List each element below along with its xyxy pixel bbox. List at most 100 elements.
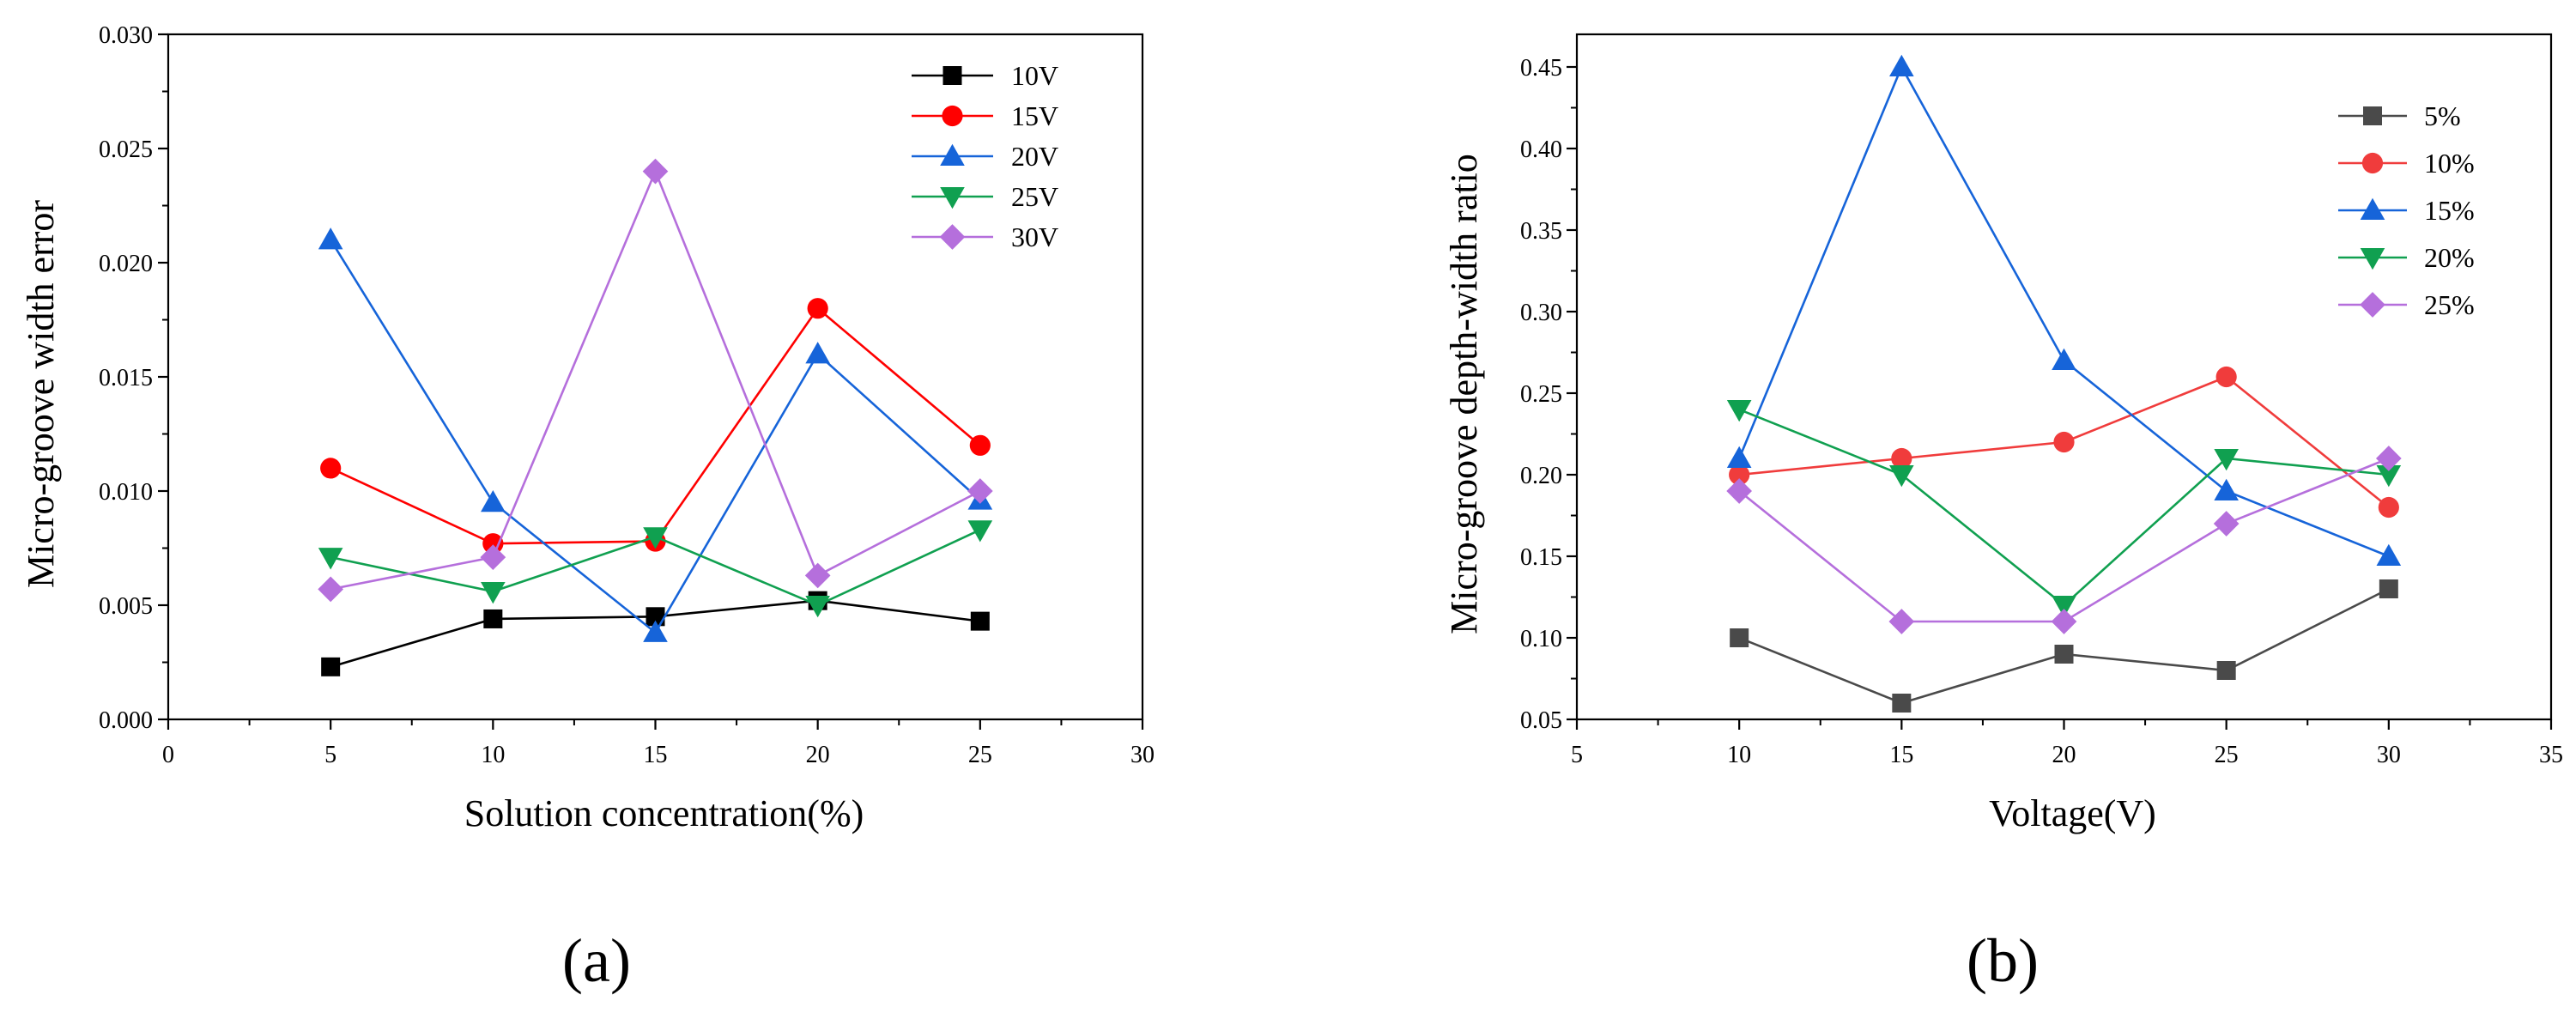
series-line: [1737, 64, 2390, 558]
data-point: [1730, 628, 1749, 647]
data-point: [2216, 661, 2236, 680]
data-point: [321, 657, 341, 676]
data-point: [1889, 54, 1914, 76]
data-point: [318, 227, 343, 250]
panel-label: (a): [562, 926, 631, 995]
legend-marker: [943, 66, 962, 85]
x-tick-label: 5: [1571, 742, 1583, 768]
legend-label: 5%: [2424, 100, 2461, 131]
x-tick-label: 25: [968, 742, 992, 768]
data-point: [2051, 609, 2077, 634]
data-point: [646, 607, 665, 627]
y-tick-label: 0.010: [99, 479, 153, 506]
data-point: [480, 544, 506, 570]
data-point: [642, 158, 669, 185]
data-point: [2053, 431, 2075, 453]
legend-label: 15%: [2424, 195, 2475, 226]
data-point: [2376, 543, 2402, 566]
data-point: [2214, 449, 2239, 471]
series-line: [330, 306, 981, 545]
x-tick-label: 0: [162, 742, 174, 768]
x-tick-label: 20: [2052, 742, 2076, 768]
legend-marker: [940, 143, 965, 166]
data-point: [967, 478, 993, 504]
chart-a: 0 5 10 15 20 25 30 0.000 0.005 0.010 0.015 0.020 0.0…: [20, 22, 1155, 995]
series-20V: [318, 227, 993, 642]
y-tick-label: 0.45: [1520, 55, 1562, 82]
x-axis-label: Voltage(V): [1989, 792, 2156, 834]
data-point: [481, 582, 506, 604]
data-point: [969, 434, 991, 456]
data-point: [1726, 446, 1752, 468]
data-point: [643, 527, 668, 549]
legend-label: 10%: [2424, 148, 2475, 179]
data-point: [2213, 511, 2240, 537]
y-tick-label: 0.15: [1520, 544, 1562, 571]
data-point: [2215, 366, 2237, 388]
legend-marker: [2360, 292, 2385, 318]
legend-marker: [2360, 197, 2385, 220]
data-point: [318, 576, 344, 603]
legend-label: 25V: [1011, 181, 1058, 212]
data-point: [805, 596, 830, 618]
y-tick-label: 0.40: [1520, 136, 1562, 163]
series-30V: [318, 158, 993, 603]
legend-label: 25%: [2424, 289, 2475, 320]
data-point: [2052, 348, 2076, 370]
data-point: [967, 520, 993, 543]
y-tick-label: 0.35: [1520, 218, 1562, 245]
data-point: [643, 620, 668, 642]
series-5%: [1730, 579, 2398, 713]
y-tick-label: 0.20: [1520, 463, 1562, 489]
data-point: [1729, 464, 1750, 486]
y-tick-label: 0.020: [99, 251, 153, 277]
legend: 5% 10% 15% 20% 25%: [2338, 100, 2475, 320]
series-20%: [1726, 400, 2402, 618]
data-point: [970, 611, 990, 631]
x-tick-label: 30: [1130, 742, 1155, 768]
legend-marker: [939, 224, 966, 250]
y-axis-label: Micro-groove width error: [20, 200, 62, 588]
y-tick-label: 0.015: [99, 365, 153, 391]
series-25%: [1726, 446, 2402, 634]
y-tick-label: 0.30: [1520, 300, 1562, 326]
y-tick-label: 0.10: [1520, 626, 1562, 652]
y-axis-label: Micro-groove depth-width ratio: [1443, 154, 1485, 634]
x-tick-label: 30: [2377, 742, 2401, 768]
data-point: [1726, 400, 1752, 422]
data-point: [482, 533, 504, 555]
x-tick-label: 10: [481, 742, 505, 768]
data-point: [2052, 596, 2076, 618]
x-axis-label: Solution concentration(%): [464, 792, 864, 834]
data-point: [318, 548, 343, 570]
data-point: [1892, 694, 1912, 713]
legend-label: 30V: [1011, 221, 1058, 252]
legend-label: 20%: [2424, 242, 2475, 273]
data-point: [483, 609, 503, 628]
data-point: [1726, 478, 1753, 504]
legend-label: 20V: [1011, 141, 1058, 172]
x-tick-label: 25: [2215, 742, 2239, 768]
data-point: [1891, 447, 1912, 470]
legend-marker: [942, 105, 963, 127]
data-point: [2376, 465, 2402, 488]
series-line: [330, 168, 981, 591]
y-tick-label: 0.000: [99, 707, 153, 734]
data-point: [805, 342, 830, 364]
data-point: [807, 298, 828, 319]
data-point: [320, 458, 342, 479]
data-point: [2378, 496, 2399, 519]
y-tick-label: 0.025: [99, 136, 153, 163]
legend-label: 10V: [1011, 60, 1058, 91]
data-point: [2054, 645, 2074, 664]
series-10%: [1729, 366, 2399, 519]
y-tick-label: 0.05: [1520, 707, 1562, 734]
legend: 10V 15V 20V 25V 30V: [912, 60, 1058, 252]
y-tick-label: 0.005: [99, 593, 153, 620]
legend-marker: [2361, 152, 2384, 174]
data-point: [1888, 609, 1915, 634]
data-point: [2214, 478, 2239, 500]
series-15V: [320, 298, 991, 555]
x-tick-label: 10: [1727, 742, 1751, 768]
